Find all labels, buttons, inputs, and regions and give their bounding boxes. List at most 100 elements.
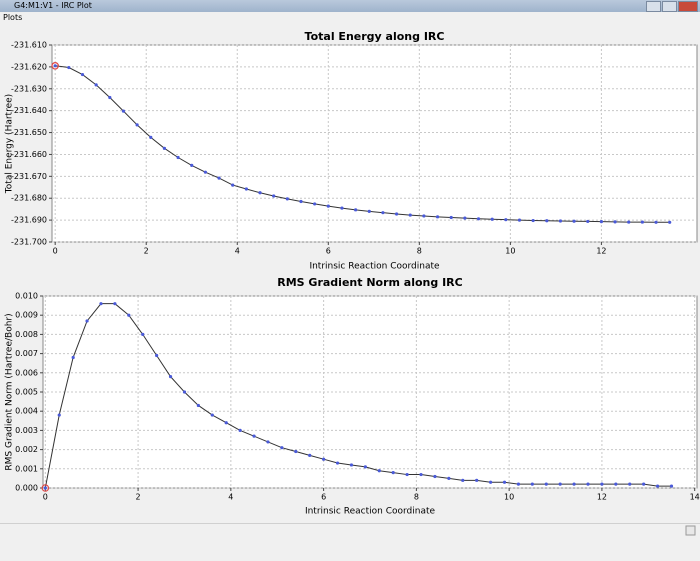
- data-point: [642, 482, 646, 486]
- data-point: [67, 65, 71, 70]
- data-point: [162, 146, 167, 150]
- data-point: [313, 202, 317, 206]
- window-title: G4:M1:V1 - IRC Plot: [14, 1, 92, 10]
- data-point: [149, 135, 153, 139]
- y-tick-label: 0.001: [15, 464, 38, 473]
- data-point: [349, 463, 354, 467]
- data-point: [258, 191, 262, 195]
- data-point: [280, 446, 284, 450]
- data-line: [55, 65, 670, 223]
- window-controls: [646, 1, 698, 12]
- x-axis-label: Intrinsic Reaction Coordinate: [309, 262, 440, 272]
- data-point: [308, 453, 312, 457]
- plot-area: [42, 295, 698, 489]
- x-tick-label: 10: [504, 493, 514, 502]
- data-point: [155, 353, 159, 358]
- data-point: [422, 214, 426, 218]
- data-point: [476, 217, 481, 221]
- x-tick-label: 14: [690, 493, 700, 502]
- data-point: [517, 218, 522, 222]
- data-point: [669, 484, 674, 488]
- data-point: [530, 482, 534, 486]
- y-axis-label: RMS Gradient Norm (Hartree/Bohr): [5, 313, 15, 470]
- data-point: [285, 197, 289, 201]
- data-point: [544, 482, 548, 486]
- data-point: [176, 155, 180, 160]
- data-point: [475, 478, 479, 482]
- y-tick-label: 0.004: [15, 407, 38, 416]
- x-tick-label: 2: [144, 247, 149, 256]
- data-point: [433, 474, 437, 479]
- data-point: [57, 413, 61, 417]
- data-point: [490, 217, 494, 221]
- x-tick-label: 0: [43, 493, 48, 502]
- x-axis-label: Intrinsic Reaction Coordinate: [305, 507, 436, 517]
- x-tick-label: 10: [505, 247, 515, 256]
- y-axis-label: Total Energy (Hartree): [5, 94, 15, 194]
- data-point: [628, 482, 632, 486]
- data-point: [405, 472, 409, 477]
- data-point: [558, 482, 562, 486]
- data-point: [340, 206, 344, 210]
- data-point: [363, 465, 367, 469]
- data-point: [231, 183, 235, 187]
- y-tick-label: -231.620: [11, 62, 47, 71]
- menu-bar: Plots: [0, 12, 700, 23]
- menu-item[interactable]: Plots: [3, 13, 23, 22]
- data-point: [99, 302, 103, 306]
- x-tick-label: 2: [136, 493, 141, 502]
- data-point: [488, 480, 493, 484]
- y-tick-label: 0.005: [15, 388, 38, 397]
- y-tick-label: -231.610: [11, 41, 47, 50]
- y-tick-label: 0.003: [15, 426, 38, 435]
- data-point: [367, 209, 371, 213]
- data-point: [190, 163, 194, 167]
- data-point: [53, 64, 57, 68]
- data-point: [94, 83, 98, 87]
- y-tick-label: 0.007: [15, 349, 38, 358]
- data-point: [516, 482, 521, 486]
- current-point: [51, 61, 59, 70]
- chart-title: RMS Gradient Norm along IRC: [277, 276, 462, 289]
- data-point: [613, 220, 617, 224]
- data-point: [196, 403, 200, 408]
- data-point: [408, 213, 412, 217]
- data-point: [168, 375, 173, 379]
- data-point: [121, 109, 126, 113]
- data-point: [266, 440, 270, 444]
- current-point: [41, 484, 50, 492]
- data-point: [141, 332, 145, 336]
- data-point: [272, 194, 276, 198]
- minimize-button[interactable]: [646, 1, 661, 12]
- x-tick-label: 8: [414, 493, 419, 502]
- chart-title: Total Energy along IRC: [305, 30, 445, 43]
- x-tick-label: 12: [597, 493, 607, 502]
- data-point: [135, 123, 139, 127]
- data-point: [294, 449, 298, 454]
- data-point: [640, 220, 644, 224]
- y-tick-label: -231.670: [11, 172, 47, 181]
- close-button[interactable]: [678, 1, 698, 12]
- y-tick-label: -231.690: [11, 216, 47, 225]
- data-point: [391, 471, 395, 475]
- data-point: [381, 211, 385, 215]
- y-tick-label: -231.640: [11, 106, 47, 115]
- y-tick-label: 0.010: [15, 292, 38, 301]
- maximize-button[interactable]: [662, 1, 677, 12]
- title-bar: G4:M1:V1 - IRC Plot: [0, 0, 700, 12]
- data-point: [586, 219, 590, 224]
- data-point: [449, 215, 453, 220]
- data-point: [335, 461, 340, 465]
- data-point: [545, 219, 549, 223]
- data-point: [108, 95, 112, 100]
- data-point: [299, 199, 303, 204]
- data-point: [654, 220, 658, 224]
- data-point: [586, 482, 590, 486]
- data-point: [668, 220, 672, 224]
- data-point: [71, 355, 75, 360]
- data-point: [419, 472, 423, 477]
- data-point: [244, 187, 248, 191]
- data-point: [394, 212, 399, 216]
